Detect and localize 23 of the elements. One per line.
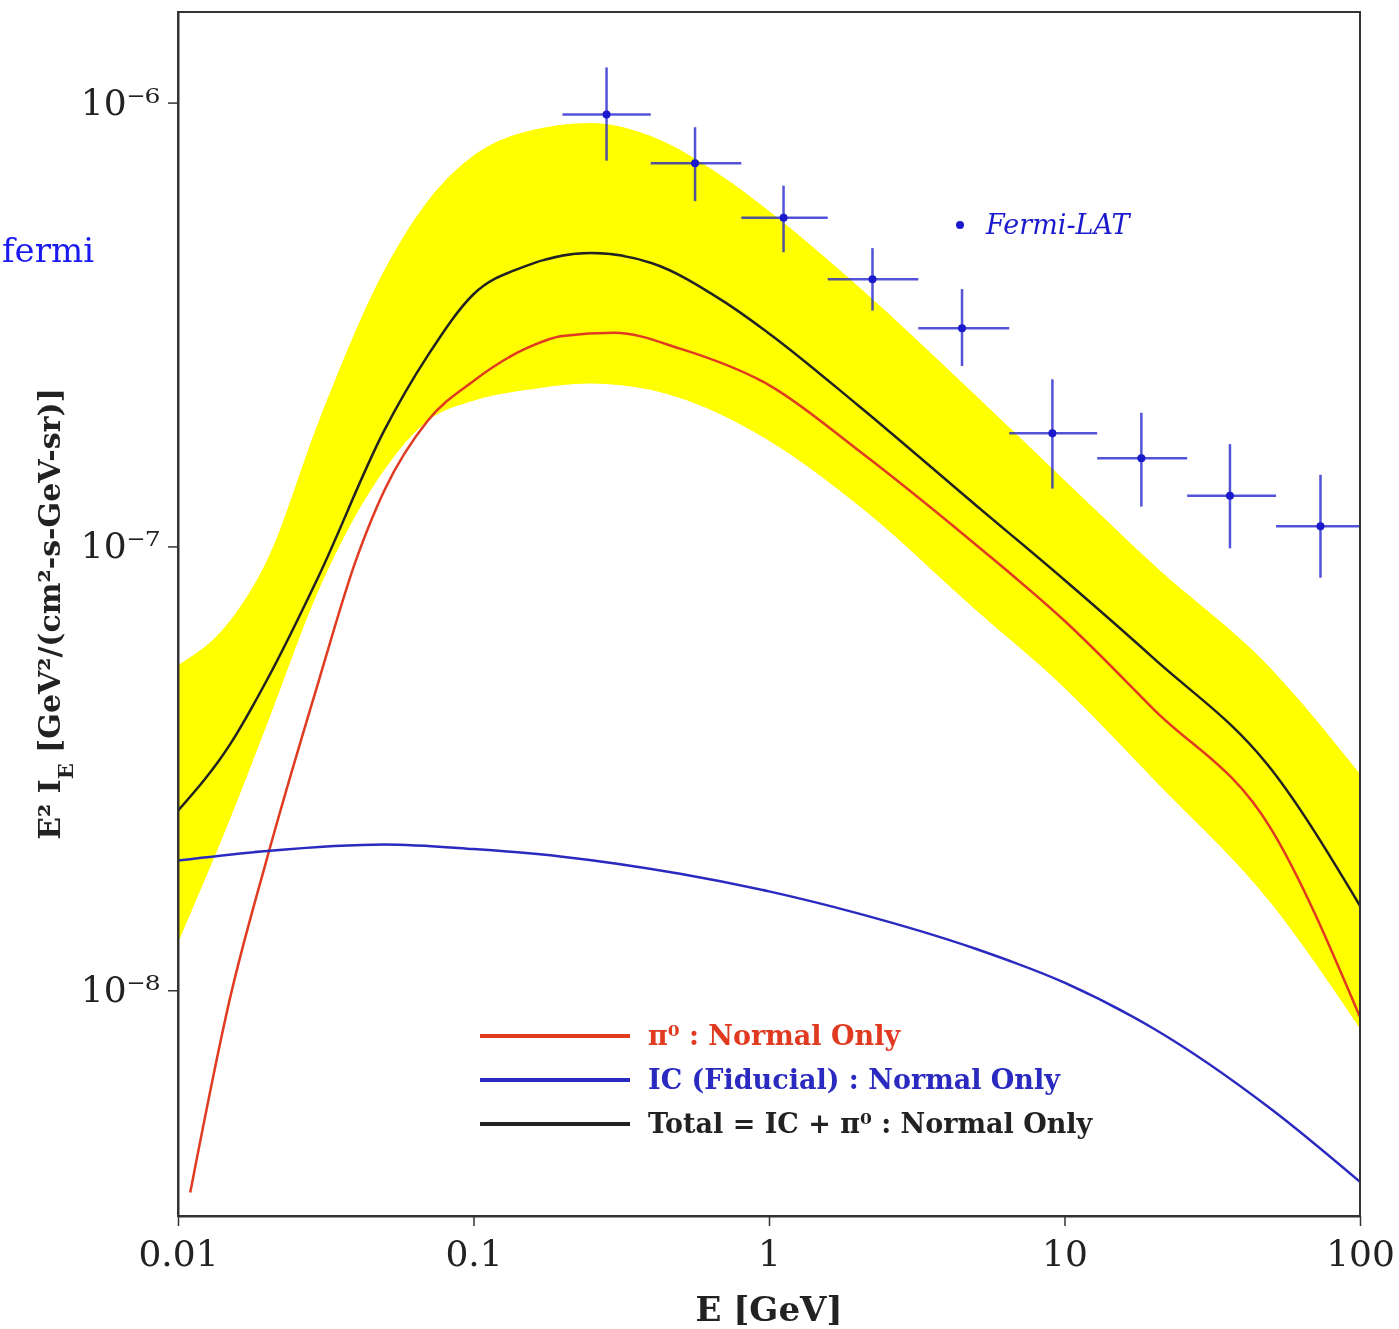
point xyxy=(602,110,611,119)
x-tick-label: 100 xyxy=(1326,1232,1395,1274)
x-tick-label: 0.1 xyxy=(445,1232,503,1274)
x-tick-label: 0.01 xyxy=(138,1232,219,1274)
y-tick-label: 10⁻⁸ xyxy=(80,969,160,1011)
text: π⁰ : Normal Only xyxy=(648,1020,902,1052)
point xyxy=(1137,454,1146,463)
x-tick-label: 10 xyxy=(1042,1232,1088,1274)
x-tick-label: 1 xyxy=(758,1232,781,1274)
point xyxy=(779,213,788,222)
point xyxy=(1316,522,1325,531)
x-axis-title: E [GeV] xyxy=(695,1289,843,1329)
legend-label: Fermi-LAT xyxy=(985,209,1132,241)
point xyxy=(691,159,700,168)
y-tick-label: 10⁻⁷ xyxy=(80,525,160,567)
point xyxy=(958,324,967,333)
point xyxy=(868,275,877,284)
text: fermi xyxy=(2,230,95,270)
text: IC (Fiducial) : Normal Only xyxy=(648,1064,1062,1096)
point xyxy=(1048,429,1057,438)
y-tick-label: 10⁻⁶ xyxy=(80,81,160,123)
text: Total = IC + π⁰ : Normal Only xyxy=(648,1108,1094,1140)
point xyxy=(1225,491,1234,500)
